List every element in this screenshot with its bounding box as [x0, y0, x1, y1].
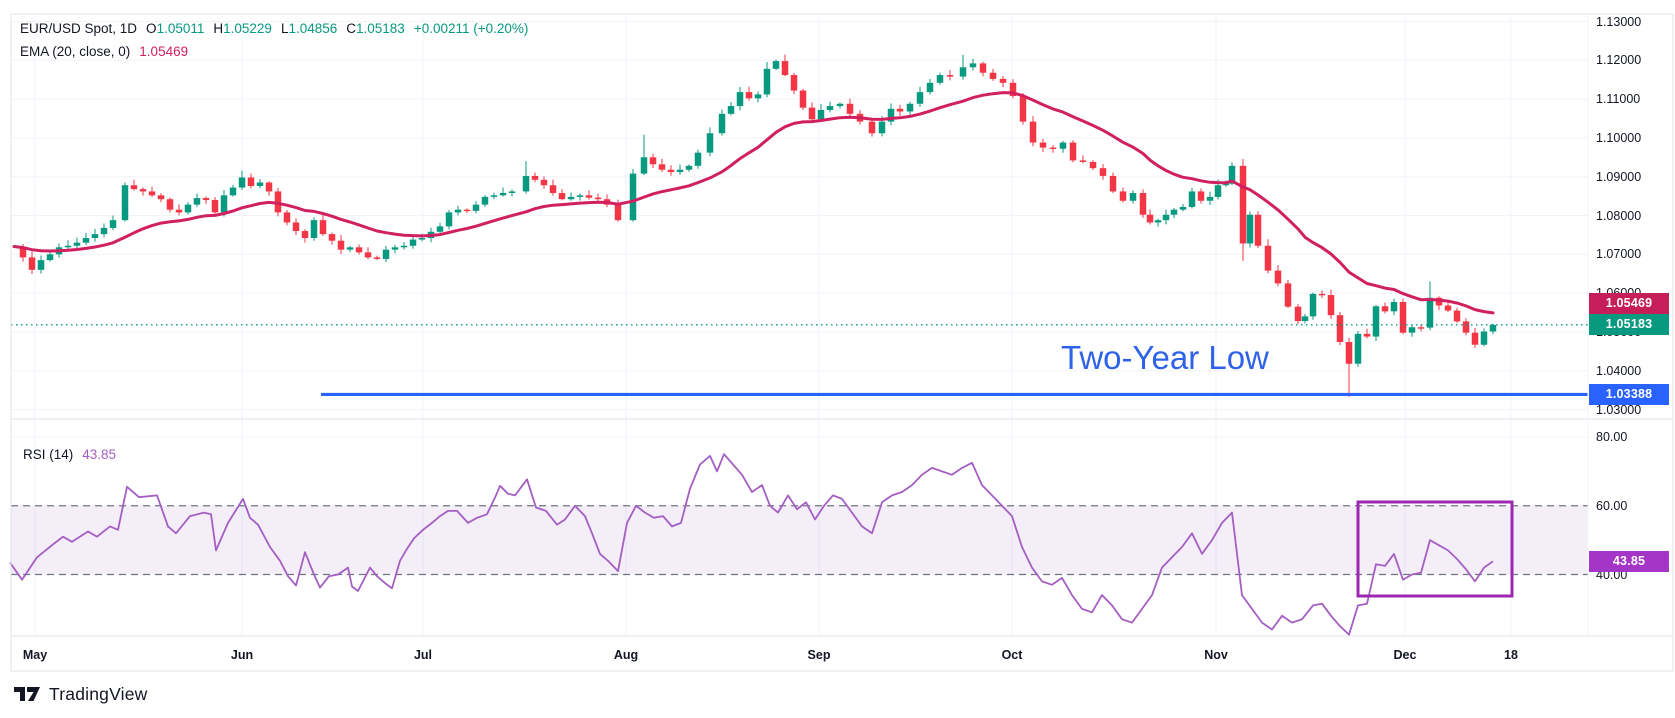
brand-text: TradingView: [49, 683, 148, 704]
close-value: 1.05183: [356, 21, 405, 36]
two-year-low-annotation[interactable]: Two-Year Low: [1061, 339, 1269, 376]
open-key: O: [146, 21, 157, 36]
symbol-legend[interactable]: EUR/USD Spot, 1D O1.05011 H1.05229 L1.04856…: [20, 21, 528, 36]
rsi-label: RSI (14): [23, 447, 74, 462]
rsi-legend[interactable]: RSI (14) 43.85: [23, 447, 116, 462]
tradingview-icon: [14, 687, 40, 701]
ema-legend[interactable]: EMA (20, close, 0) 1.05469: [20, 44, 188, 59]
rsi-highlight-box[interactable]: [1356, 500, 1514, 598]
high-value: 1.05229: [223, 21, 272, 36]
close-key: C: [346, 21, 357, 36]
high-key: H: [213, 21, 224, 36]
rsi-value: 43.85: [82, 447, 117, 462]
ema-label: EMA (20, close, 0): [20, 44, 131, 59]
ema-value: 1.05469: [139, 44, 189, 59]
tradingview-logo[interactable]: TradingView: [14, 683, 148, 705]
change-value: +0.00211 (+0.20%): [413, 21, 529, 36]
open-value: 1.05011: [156, 21, 205, 36]
low-value: 1.04856: [288, 21, 338, 36]
symbol-title[interactable]: EUR/USD Spot, 1D: [20, 21, 138, 36]
low-key: L: [280, 21, 289, 36]
